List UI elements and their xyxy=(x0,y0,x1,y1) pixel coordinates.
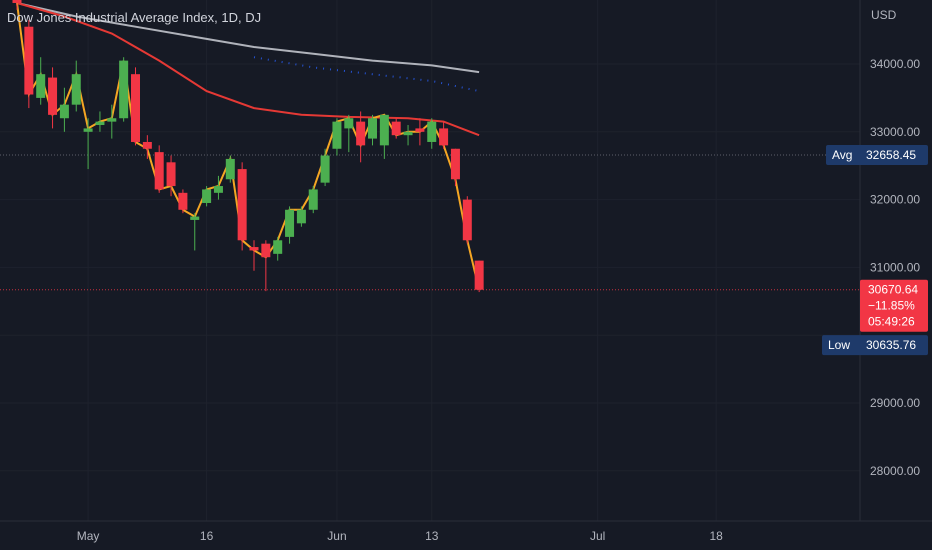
candle-body[interactable] xyxy=(225,158,235,180)
chart-title: Dow Jones Industrial Average Index, 1D, … xyxy=(7,10,261,25)
candle-body[interactable] xyxy=(344,118,354,129)
candle-body[interactable] xyxy=(59,104,69,119)
price-tick-label: 29000.00 xyxy=(870,396,920,410)
candle-body[interactable] xyxy=(36,74,46,98)
candle-body[interactable] xyxy=(320,155,330,183)
candle-body[interactable] xyxy=(427,121,437,142)
last-price-value: 30670.64 xyxy=(868,283,918,297)
axes: USD xyxy=(0,0,932,522)
price-tick-label: 33000.00 xyxy=(870,125,920,139)
last-price-box xyxy=(860,279,928,332)
last-price-tag: 30670.64 −11.85% 05:49:26 xyxy=(860,279,928,332)
price-tick-label: 28000.00 xyxy=(870,464,920,478)
currency-label: USD xyxy=(871,8,897,22)
candle-body[interactable] xyxy=(379,114,389,146)
time-tick-label: 13 xyxy=(425,529,439,543)
candle-body[interactable] xyxy=(474,260,484,290)
bar-countdown: 05:49:26 xyxy=(868,315,915,329)
candle-body[interactable] xyxy=(83,128,93,132)
candle-body[interactable] xyxy=(178,192,188,210)
candle-body[interactable] xyxy=(166,162,176,187)
candle-body[interactable] xyxy=(356,121,366,146)
candle-body[interactable] xyxy=(154,152,164,190)
low-tag-box xyxy=(822,335,928,356)
candle-body[interactable] xyxy=(237,169,247,241)
price-tick-label: 32000.00 xyxy=(870,193,920,207)
low-tag: Low 30635.76 xyxy=(822,335,928,356)
candle-body[interactable] xyxy=(107,118,117,122)
candle-body[interactable] xyxy=(308,189,318,210)
price-ticks: 34000.00 33000.00 32000.00 31000.00 29000.00… xyxy=(870,57,920,478)
candle-body[interactable] xyxy=(332,121,342,149)
candle-body[interactable] xyxy=(142,141,152,149)
candle-body[interactable] xyxy=(439,128,449,146)
candle-body[interactable] xyxy=(95,121,105,126)
time-tick-label: Jun xyxy=(327,529,346,543)
avg-tag-value: 32658.45 xyxy=(866,148,916,162)
time-tick-label: May xyxy=(77,529,100,543)
time-tick-label: Jul xyxy=(590,529,605,543)
time-tick-label: 18 xyxy=(709,529,723,543)
reference-lines xyxy=(0,154,860,291)
candle-body[interactable] xyxy=(403,131,413,136)
time-tick-label: 16 xyxy=(200,529,214,543)
close-line xyxy=(16,2,481,290)
ma-dotted-line xyxy=(253,56,480,93)
candle-body[interactable] xyxy=(202,189,212,203)
candle-body[interactable] xyxy=(48,77,58,115)
candle-body[interactable] xyxy=(71,74,81,105)
candle-body[interactable] xyxy=(213,186,223,193)
price-tags: Avg 32658.45 Low 30635.76 30670.64 −11.8… xyxy=(822,144,928,356)
price-tick-label: 31000.00 xyxy=(870,260,920,274)
ma-long-line xyxy=(16,2,480,74)
candle-body[interactable] xyxy=(249,247,259,251)
candle-body[interactable] xyxy=(462,199,472,241)
low-tag-value: 30635.76 xyxy=(866,338,916,352)
last-price-change: −11.85% xyxy=(868,299,915,313)
candle-body[interactable] xyxy=(24,26,34,95)
avg-tag-label: Avg xyxy=(832,148,852,162)
time-ticks: May 16 Jun 13 Jul 18 xyxy=(77,529,723,543)
candle-body[interactable] xyxy=(368,118,377,139)
candle-body[interactable] xyxy=(391,121,401,136)
low-tag-label: Low xyxy=(828,338,850,352)
candle-body[interactable] xyxy=(131,74,140,142)
candle-body[interactable] xyxy=(190,216,200,220)
candle-body[interactable] xyxy=(12,0,22,3)
candle-body[interactable] xyxy=(415,128,425,132)
candle-body[interactable] xyxy=(261,243,271,258)
candle-body[interactable] xyxy=(273,240,283,254)
candle-body[interactable] xyxy=(450,148,460,180)
price-tick-label: 34000.00 xyxy=(870,57,920,71)
candle-body[interactable] xyxy=(285,209,295,237)
avg-tag: Avg 32658.45 xyxy=(826,144,928,165)
candles[interactable] xyxy=(12,0,484,293)
avg-tag-box xyxy=(826,144,928,165)
candle-body[interactable] xyxy=(296,209,306,224)
candle-body[interactable] xyxy=(119,60,129,119)
